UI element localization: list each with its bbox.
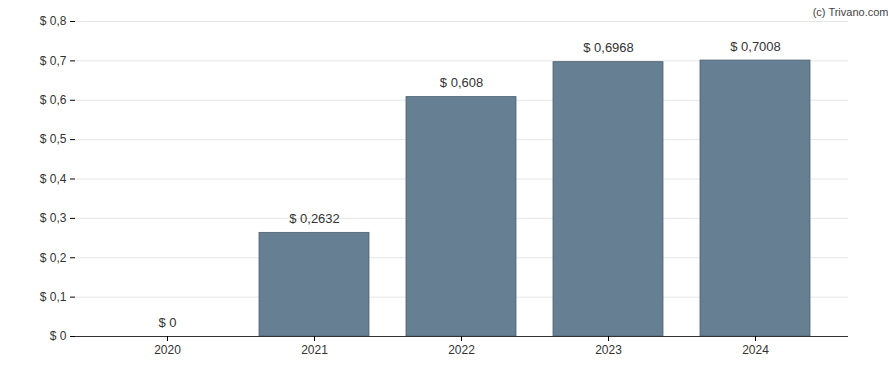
svg-text:$ 0,6: $ 0,6 bbox=[40, 93, 67, 107]
svg-text:$ 0,2: $ 0,2 bbox=[40, 251, 67, 265]
svg-text:$ 0,1: $ 0,1 bbox=[40, 290, 67, 304]
svg-text:$ 0: $ 0 bbox=[158, 315, 176, 330]
svg-text:$ 0,608: $ 0,608 bbox=[440, 75, 483, 90]
svg-text:(c) Trivano.com: (c) Trivano.com bbox=[813, 6, 888, 18]
svg-text:2022: 2022 bbox=[448, 343, 475, 357]
svg-text:2020: 2020 bbox=[154, 343, 181, 357]
svg-text:2024: 2024 bbox=[742, 343, 769, 357]
svg-text:$ 0: $ 0 bbox=[50, 329, 67, 343]
svg-text:$ 0,6968: $ 0,6968 bbox=[583, 40, 634, 55]
svg-text:$ 0,5: $ 0,5 bbox=[40, 132, 67, 146]
svg-text:$ 0,4: $ 0,4 bbox=[40, 172, 67, 186]
svg-text:$ 0,2632: $ 0,2632 bbox=[289, 211, 340, 226]
svg-text:2021: 2021 bbox=[301, 343, 328, 357]
svg-text:$ 0,3: $ 0,3 bbox=[40, 211, 67, 225]
svg-text:2023: 2023 bbox=[595, 343, 622, 357]
svg-text:$ 0,7: $ 0,7 bbox=[40, 54, 67, 68]
svg-text:$ 0,8: $ 0,8 bbox=[40, 14, 67, 28]
svg-text:$ 0,7008: $ 0,7008 bbox=[730, 39, 781, 54]
